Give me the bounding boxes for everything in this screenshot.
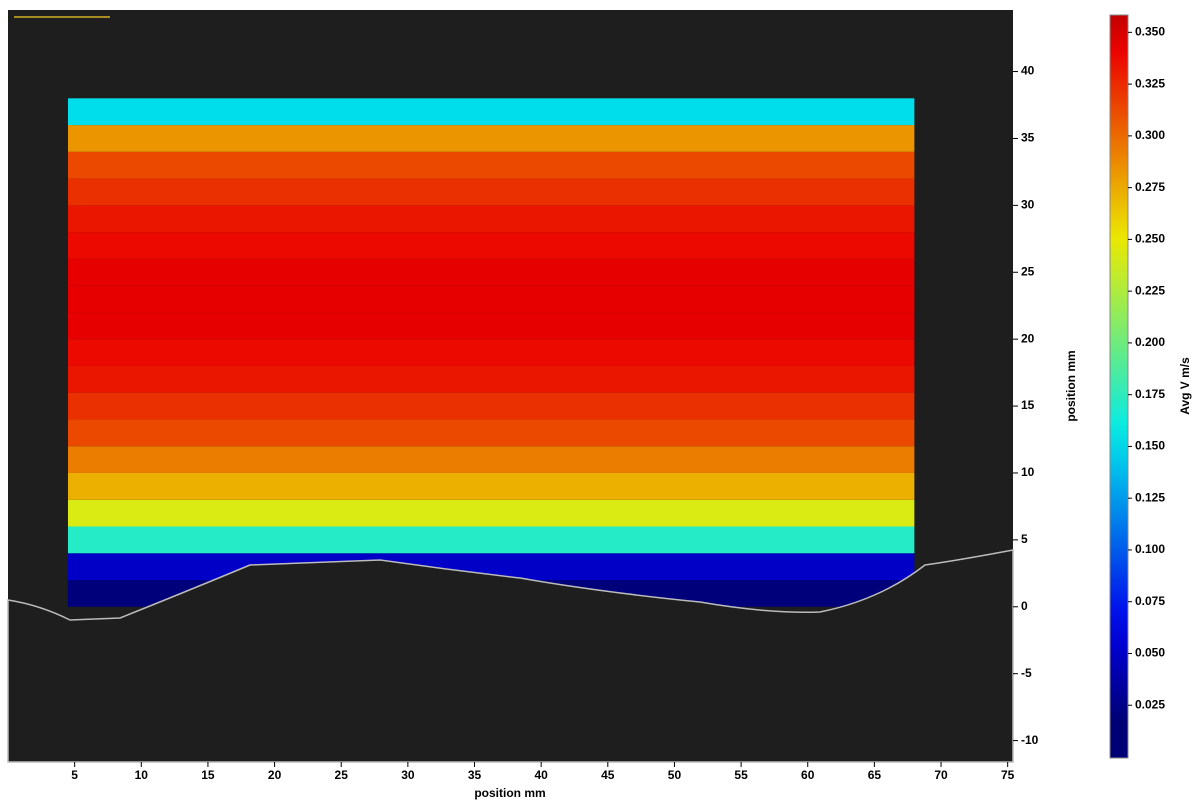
velocity-band — [67, 526, 915, 554]
x-tick-label: 40 — [534, 768, 548, 782]
surface — [7, 549, 1014, 763]
y-tick-label: 15 — [1021, 398, 1035, 412]
colorbar-tick-label: 0.250 — [1135, 232, 1165, 246]
y-tick-label: 20 — [1021, 331, 1035, 345]
y-tick-label: -10 — [1021, 733, 1039, 747]
colorbar-tick-label: 0.300 — [1135, 128, 1165, 142]
velocity-band — [67, 472, 915, 500]
x-tick-label: 10 — [135, 768, 149, 782]
colorbar — [1109, 14, 1129, 759]
y-axis-label: position mm — [1064, 350, 1078, 421]
colorbar-label: Avg V m/s — [1178, 357, 1192, 415]
x-tick-label: 45 — [601, 768, 615, 782]
colorbar-tick-label: 0.275 — [1135, 180, 1165, 194]
y-tick-label: 40 — [1021, 64, 1035, 78]
y-tick-label: 0 — [1021, 599, 1028, 613]
velocity-band — [67, 339, 915, 366]
y-tick-label: 30 — [1021, 198, 1035, 212]
colorbar-tick-label: 0.050 — [1135, 646, 1165, 660]
velocity-band — [67, 392, 915, 420]
colorbar-tick-label: 0.175 — [1135, 387, 1165, 401]
x-tick-label: 60 — [801, 768, 815, 782]
colorbar-tick-label: 0.325 — [1135, 76, 1165, 90]
velocity-band — [67, 151, 915, 179]
x-tick-label: 5 — [71, 768, 78, 782]
y-tick-label: 25 — [1021, 264, 1035, 278]
velocity-band — [67, 285, 915, 313]
velocity-band — [67, 98, 915, 126]
x-tick-label: 25 — [335, 768, 349, 782]
velocity-band — [67, 205, 915, 233]
colorbar-tick-label: 0.225 — [1135, 283, 1165, 297]
colorbar-tick-label: 0.075 — [1135, 594, 1165, 608]
colorbar-tick-label: 0.150 — [1135, 439, 1165, 453]
y-tick-label: 5 — [1021, 532, 1028, 546]
velocity-band — [67, 499, 915, 527]
x-axis-label: position mm — [474, 786, 545, 800]
colorbar-tick-label: 0.125 — [1135, 490, 1165, 504]
colorbar-tick-label: 0.350 — [1135, 25, 1165, 39]
x-tick-label: 55 — [734, 768, 748, 782]
velocity-band — [67, 446, 915, 473]
field — [67, 98, 915, 607]
velocity-band — [67, 419, 915, 447]
x-tick-label: 65 — [868, 768, 882, 782]
velocity-band — [67, 258, 915, 286]
velocity-band — [67, 178, 915, 206]
y-tick-label: 10 — [1021, 465, 1035, 479]
x-tick-label: 50 — [668, 768, 682, 782]
x-tick-label: 75 — [1001, 768, 1015, 782]
x-tick-label: 35 — [468, 768, 482, 782]
colorbar-tick-label: 0.025 — [1135, 697, 1165, 711]
colorbar-tick-label: 0.100 — [1135, 542, 1165, 556]
velocity-band — [67, 312, 915, 340]
x-tick-label: 70 — [934, 768, 948, 782]
colorbar-tick-label: 0.200 — [1135, 335, 1165, 349]
velocity-band — [67, 365, 915, 393]
x-tick-label: 20 — [268, 768, 282, 782]
y-tick-label: 35 — [1021, 131, 1035, 145]
x-tick-label: 15 — [201, 768, 215, 782]
x-tick-label: 30 — [401, 768, 415, 782]
y-tick-label: -5 — [1021, 666, 1032, 680]
velocity-band — [67, 232, 915, 259]
velocity-band — [67, 125, 915, 152]
